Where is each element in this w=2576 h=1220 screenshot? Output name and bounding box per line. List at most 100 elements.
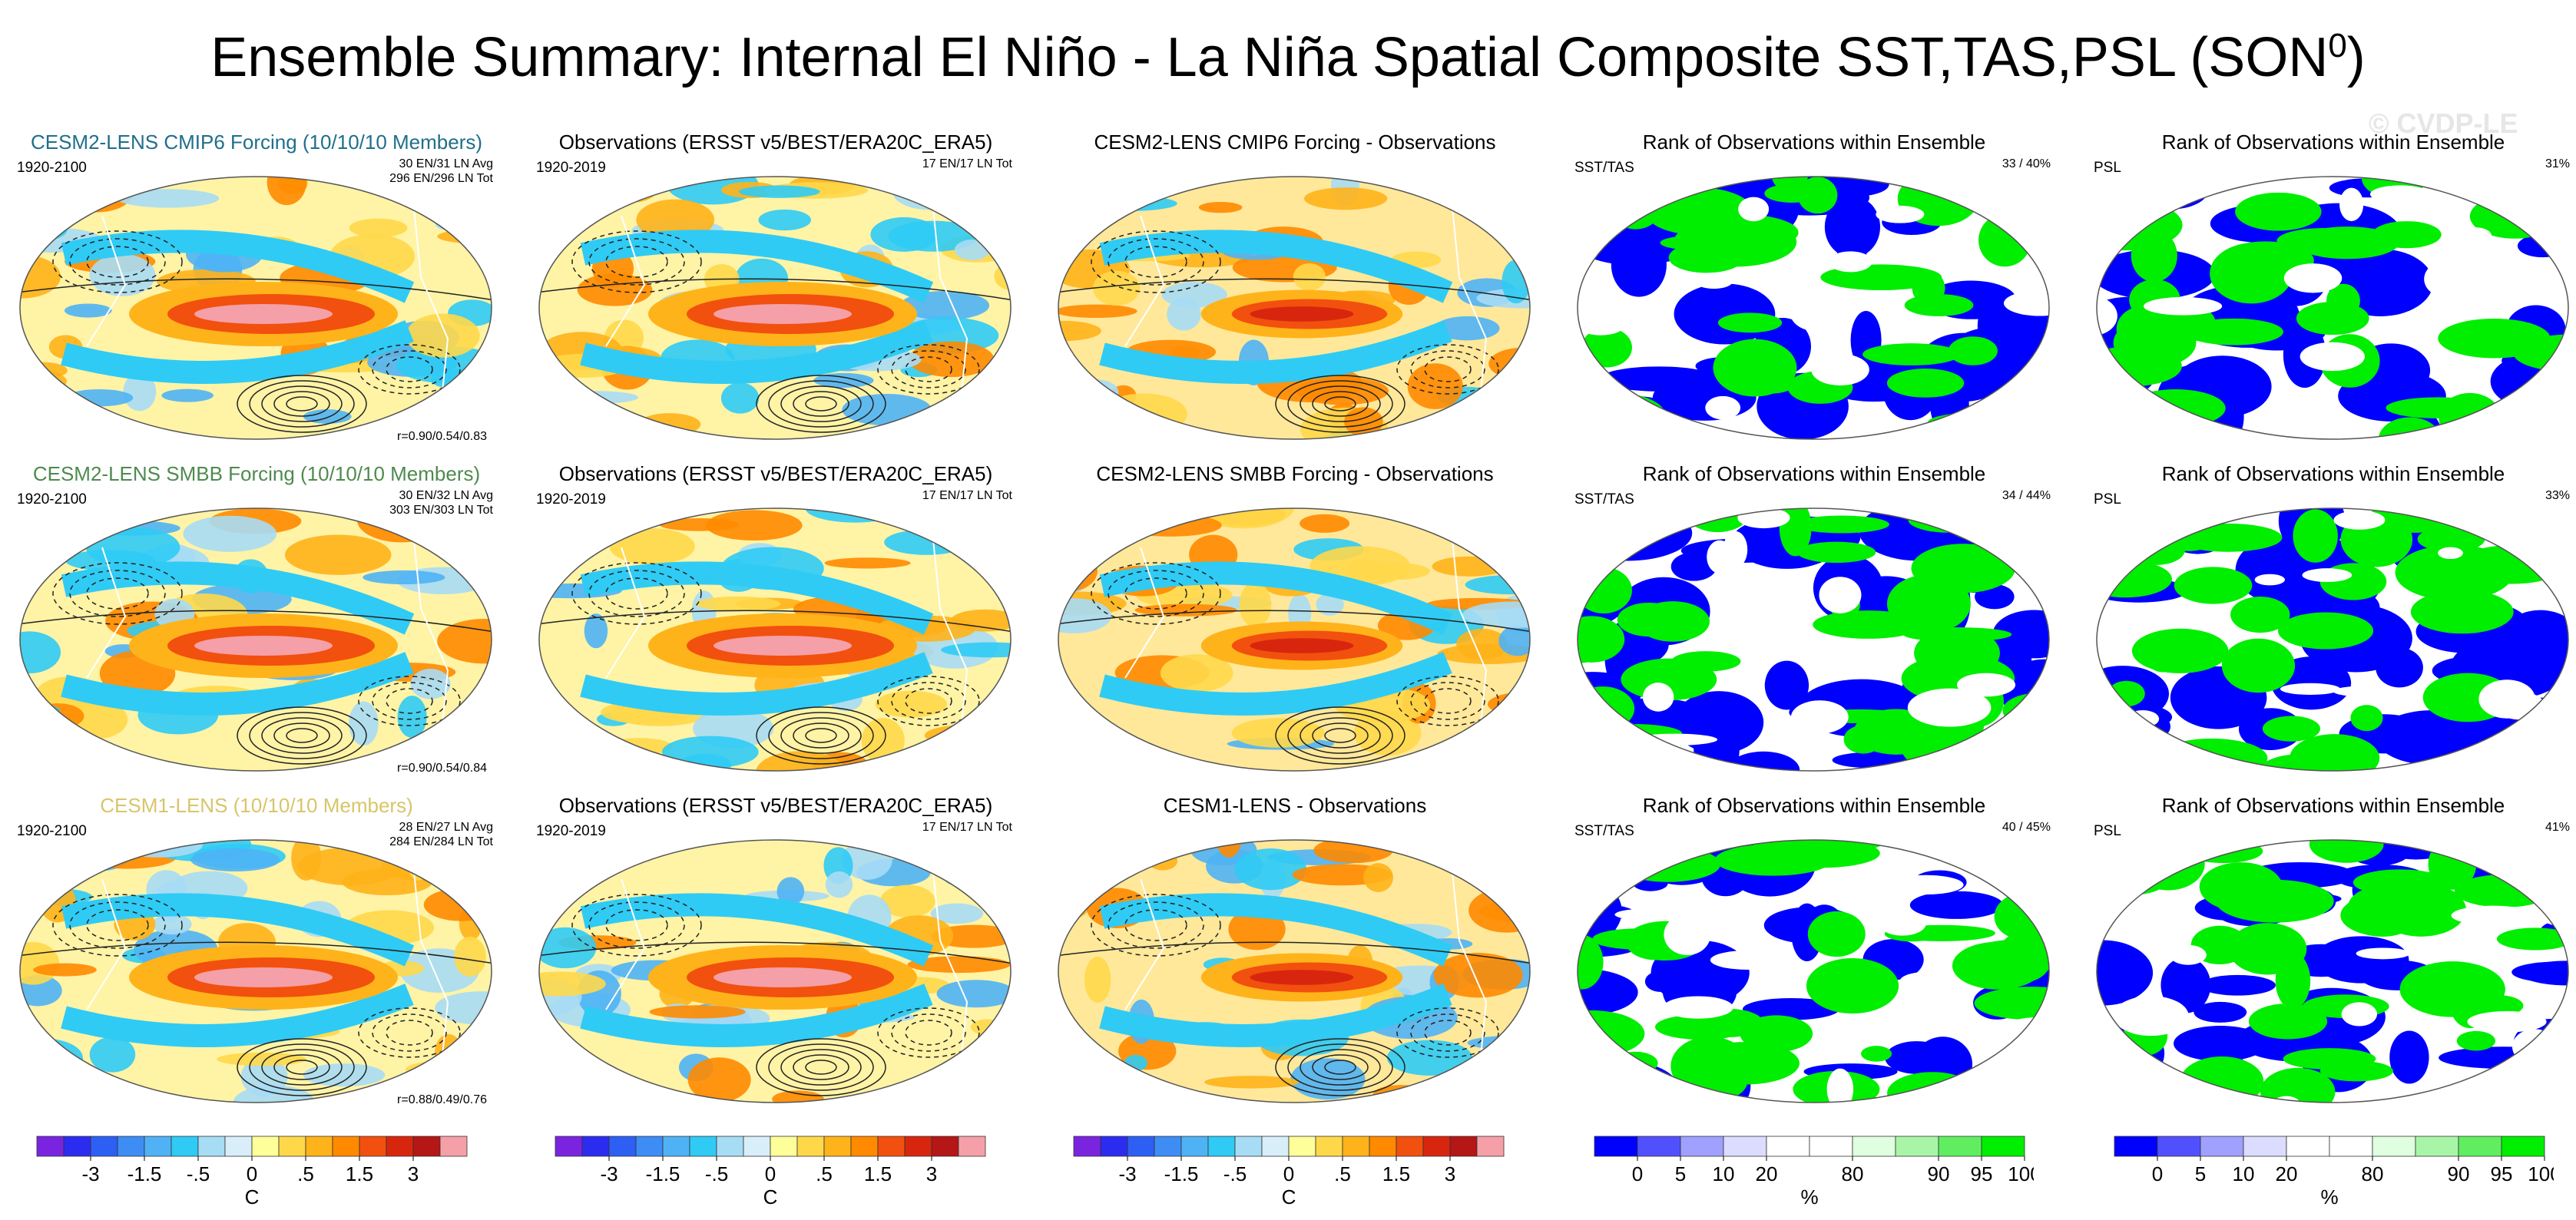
- anomaly-patch: [25, 749, 114, 771]
- rank-high-region: [1600, 177, 1717, 192]
- anomaly-patch: [434, 1033, 463, 1073]
- psl-contour: [286, 1060, 318, 1075]
- panel-title: Rank of Observations within Ensemble: [2161, 131, 2505, 154]
- rank-mid-region: [1578, 311, 1627, 336]
- rank-high-region: [1578, 934, 1604, 990]
- cool-band-south: [1099, 320, 1452, 384]
- psl-contour-dashed: [571, 230, 702, 293]
- anomaly-patch: [950, 609, 1011, 632]
- rank-high-region: [2154, 508, 2223, 551]
- colorbar-swatch: [1680, 1136, 1724, 1157]
- panel-period-label: PSL: [2094, 491, 2121, 508]
- colorbar-swatch: [386, 1136, 414, 1157]
- colorbar-swatch: [662, 1136, 690, 1157]
- anomaly-patch: [638, 413, 701, 436]
- rank-high-region: [1740, 1015, 1813, 1053]
- colorbar-swatch: [1449, 1136, 1478, 1157]
- anomaly-patch: [397, 696, 427, 739]
- anomaly-patch: [584, 613, 608, 649]
- psl-contour: [780, 385, 862, 422]
- psl-contour-dashed: [905, 688, 952, 714]
- psl-contour-dashed: [605, 909, 668, 941]
- colorbar-swatch: [117, 1136, 145, 1157]
- rank-mid-region: [2341, 1002, 2378, 1027]
- rank-high-region: [2184, 318, 2283, 346]
- anomaly-patch: [1215, 840, 1242, 858]
- temperature-colorbar-3-svg: -3 -1.5 -.5 0 .5 1.5 3 C: [1073, 1136, 1505, 1208]
- rank-mid-region: [2144, 296, 2223, 316]
- anomaly-patch: [941, 642, 1011, 658]
- anomaly-patch: [1496, 427, 1530, 439]
- anomaly-patch: [756, 751, 846, 771]
- colorbar-swatch: [1180, 1136, 1209, 1157]
- anomaly-patch: [20, 179, 90, 223]
- anomaly-patch: [968, 551, 1011, 564]
- anomaly-patch: [539, 927, 597, 969]
- colorbar-swatch: [90, 1136, 118, 1157]
- rank-mid-region: [1811, 353, 1869, 386]
- panel-stats-line: 33 / 40%: [2002, 157, 2051, 170]
- rank-low-region: [1578, 745, 1641, 771]
- map-panel-r2-c3: CESM2-LENS SMBB Forcing - Observations: [1049, 461, 1541, 783]
- rank-mid-region: [1899, 971, 1954, 990]
- rank-high-region: [2293, 509, 2338, 563]
- anomaly-patch: [907, 956, 1011, 974]
- colorbar-unit: %: [1800, 1185, 1818, 1208]
- anomaly-patch: [1198, 201, 1243, 213]
- colorbar-tick-label: -3: [600, 1162, 618, 1185]
- cool-band-south: [1099, 652, 1452, 716]
- panel-period-label: 1920-2019: [536, 823, 606, 839]
- anomaly-patch: [879, 884, 935, 918]
- map-outline: [1577, 839, 2050, 1103]
- map-panel-r1-c3: CESM2-LENS CMIP6 Forcing - Observations: [1049, 129, 1541, 451]
- rank-high-region: [2132, 508, 2176, 531]
- rank-high-region: [2386, 397, 2491, 418]
- rank-high-region: [1996, 931, 2049, 983]
- colorbar-swatch: [743, 1136, 771, 1157]
- colorbar-swatch: [1766, 1136, 1810, 1157]
- anomaly-patch: [1435, 508, 1504, 527]
- panel-stats-line: 17 EN/17 LN Tot: [922, 157, 1012, 170]
- map-outline: [1058, 508, 1531, 772]
- colorbar-tick-label: -1.5: [646, 1162, 680, 1185]
- temperature-colorbar-1-svg: -3 -1.5 -.5 0 .5 1.5 3 C: [36, 1136, 468, 1208]
- panel-stats-label: 34 / 44%: [2002, 488, 2051, 503]
- colorbar-swatch: [251, 1136, 280, 1157]
- rank-high-region: [1862, 343, 1961, 365]
- colorbar-swatch: [2329, 1136, 2373, 1157]
- anomaly-patch: [217, 1052, 306, 1066]
- anomaly-patch: [1058, 739, 1112, 759]
- psl-contour-dashed: [52, 894, 183, 957]
- anomaly-patch: [25, 727, 80, 764]
- rank-high-region: [2456, 1030, 2495, 1051]
- rank-low-region: [1976, 508, 2025, 518]
- coastline: [605, 878, 646, 1010]
- psl-contour-dashed: [1108, 238, 1204, 286]
- anomaly-patch: [1316, 593, 1344, 616]
- colorbar-swatch: [1207, 1136, 1236, 1157]
- rank-high-region: [1717, 312, 1783, 333]
- cool-band-south: [580, 652, 933, 716]
- map-panel-r3-c3: CESM1-LENS - Observations: [1049, 792, 1541, 1115]
- psl-contour-dashed: [358, 676, 461, 726]
- anomaly-patch: [267, 177, 307, 206]
- map-panel-r1-c1: CESM2-LENS CMIP6 Forcing (10/10/10 Membe…: [11, 129, 502, 451]
- rank-mid-region: [1707, 540, 1733, 574]
- colorbar-tick-label: -.5: [1223, 1162, 1247, 1185]
- rank-low-region: [1764, 660, 1809, 710]
- psl-contour: [1300, 385, 1381, 422]
- colorbar-swatch: [608, 1136, 637, 1157]
- map-outline: [2096, 176, 2569, 440]
- coastline: [1451, 200, 1488, 416]
- colorbar-swatch: [1396, 1136, 1424, 1157]
- figure-title-close: ): [2346, 27, 2366, 88]
- psl-contour: [756, 375, 886, 433]
- rank-mid-region: [2457, 226, 2492, 244]
- anomaly-patch: [291, 840, 322, 881]
- colorbar-tick-label: .5: [816, 1162, 833, 1185]
- cool-band-south: [580, 320, 933, 384]
- rank-colorbar-1: 0 5 10 20 80 90 95 100%: [1588, 1132, 2034, 1212]
- map-panel-r3-c1: CESM1-LENS (10/10/10 Members) 1920-2100 28…: [11, 792, 502, 1115]
- coastline: [1124, 547, 1165, 679]
- panel-stats-label: 33%: [2545, 488, 2570, 503]
